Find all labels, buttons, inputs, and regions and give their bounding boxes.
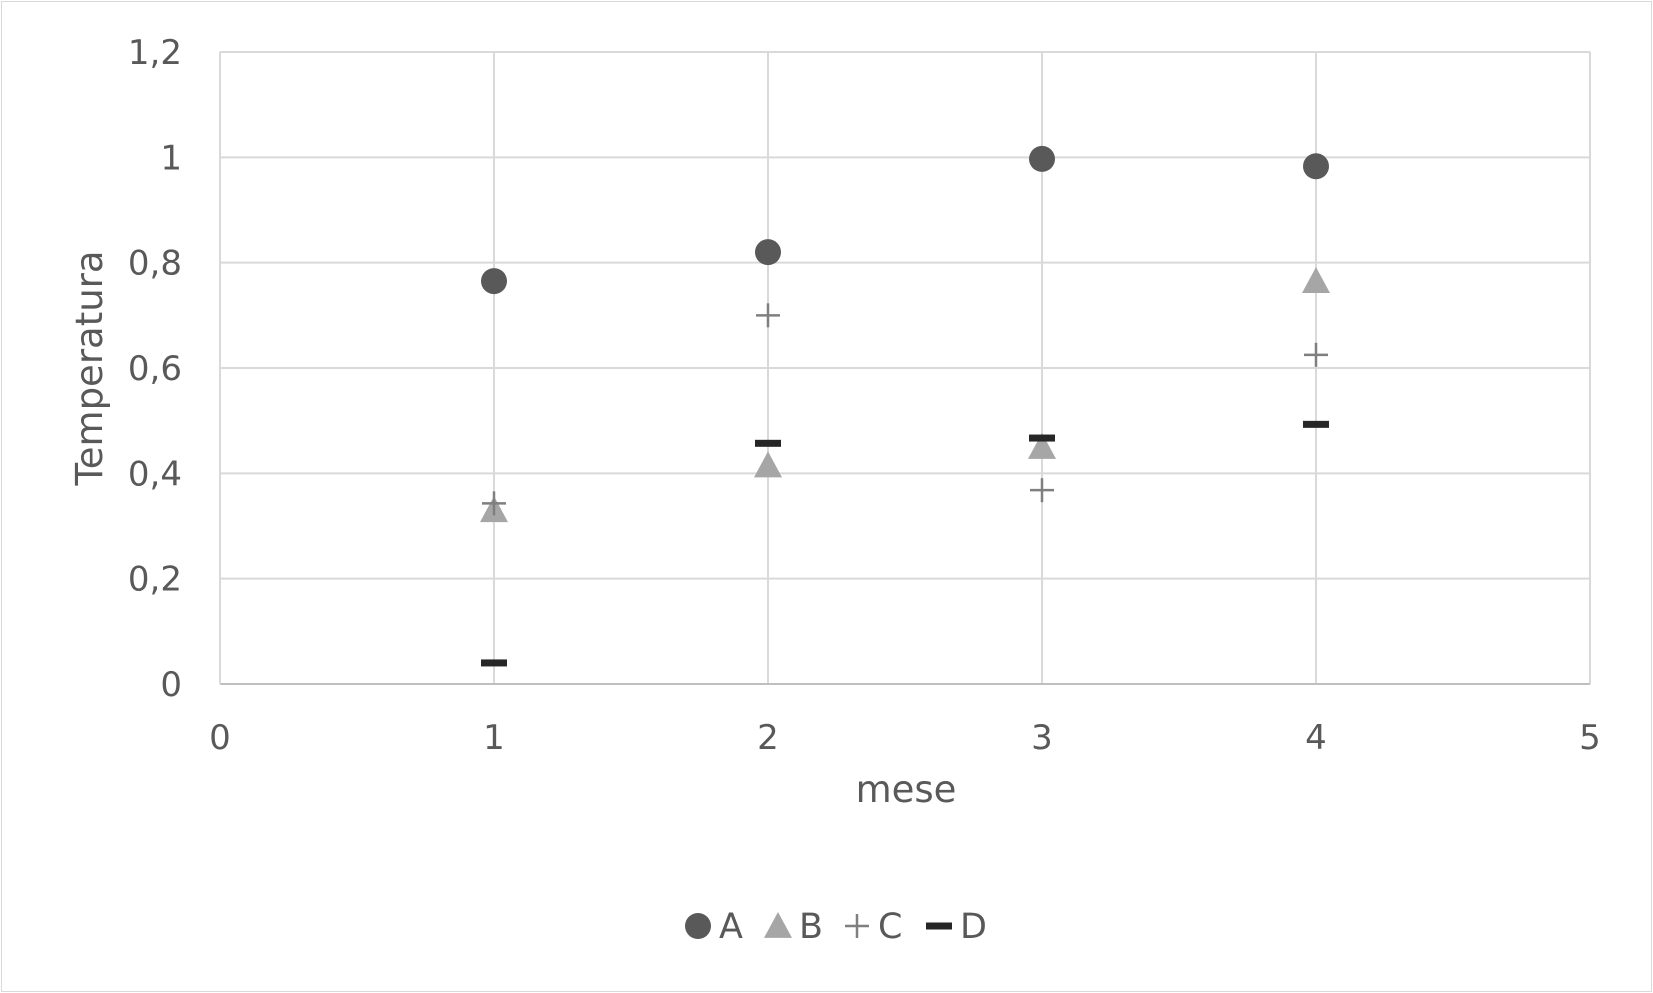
legend-marker-c [845,914,869,938]
legend-item-d: D [926,907,987,947]
point-series-d [481,659,507,667]
gridlines [220,51,1591,684]
data-points [480,145,1330,667]
x-tick-label: 0 [209,718,231,758]
point-series-c [1030,478,1054,503]
point-series-d [755,439,781,447]
point-series-b [1302,267,1330,293]
x-tick-label: 5 [1579,718,1601,758]
y-tick-label: 1 [160,138,182,178]
x-axis-title: mese [856,768,957,811]
point-series-c [482,491,506,516]
axes [219,52,1590,685]
legend-label: A [719,907,743,947]
legend-item-c: C [845,907,902,947]
y-tick-label: 0,4 [128,454,182,494]
point-series-b [754,451,782,478]
tick-labels: 0 0,2 0,4 0,6 0,8 1 1,2 0 1 2 3 4 5 [128,33,1601,758]
x-tick-label: 3 [1031,718,1053,758]
legend-label: B [799,907,823,947]
y-tick-label: 0,8 [128,244,182,284]
y-axis-title: Temperatura [68,250,111,486]
point-series-d [1303,420,1329,428]
y-tick-label: 0 [160,665,182,705]
point-series-c [1304,342,1328,367]
point-series-c [756,303,780,328]
point-series-b [1028,433,1056,459]
legend: A B C D [685,907,987,947]
legend-item-a: A [685,907,743,947]
point-series-a [1303,153,1329,180]
y-tick-label: 1,2 [128,33,182,73]
point-series-a [481,268,507,295]
legend-marker-a [685,913,711,939]
legend-label: C [878,907,902,947]
point-series-d [1029,434,1055,442]
x-tick-label: 2 [757,718,779,758]
legend-label: D [960,907,987,947]
legend-marker-d [926,922,952,930]
point-series-a [1029,145,1055,172]
x-tick-label: 1 [483,718,505,758]
y-tick-label: 0,6 [128,349,182,389]
point-series-a [755,239,781,266]
legend-item-b: B [764,907,823,947]
y-tick-label: 0,2 [128,560,182,600]
legend-marker-b [764,912,792,938]
x-tick-label: 4 [1305,718,1327,758]
